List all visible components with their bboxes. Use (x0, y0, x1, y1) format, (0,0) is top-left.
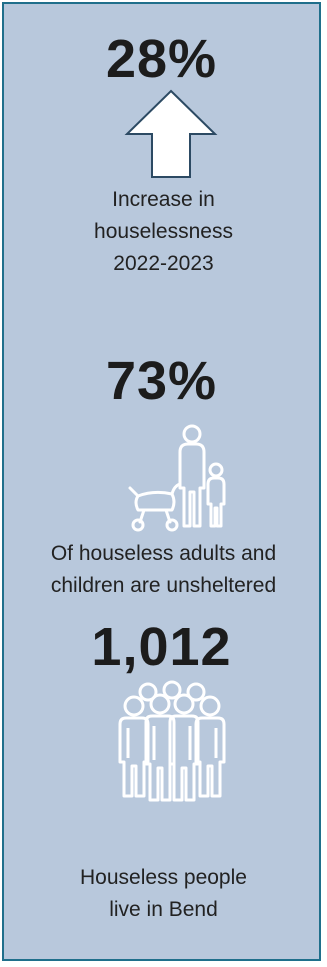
caption-line: Of houseless adults and (50, 542, 277, 565)
caption-line: live in Bend (109, 898, 218, 921)
caption-unsheltered: Of houseless adults and children are uns… (4, 538, 319, 602)
family-with-stroller-icon (124, 422, 244, 534)
caption-count: Houseless people live in Bend (4, 862, 319, 926)
up-arrow-icon (124, 88, 218, 180)
stat-value-count: 1,012 (91, 617, 232, 677)
caption-line: children are unsheltered (50, 574, 277, 597)
caption-line: Houseless people (80, 866, 247, 889)
caption-line: 2022-2023 (113, 252, 214, 275)
stat-value-increase: 28% (105, 29, 218, 89)
caption-line: houselessness (94, 220, 233, 243)
infographic-panel: 28% Increase in houselessness 2022-2023 … (2, 2, 321, 961)
stat-value-unsheltered: 73% (105, 351, 218, 411)
group-of-people-icon (110, 680, 234, 804)
caption-increase: Increase in houselessness 2022-2023 (4, 184, 319, 280)
caption-line: Increase in (112, 188, 215, 211)
